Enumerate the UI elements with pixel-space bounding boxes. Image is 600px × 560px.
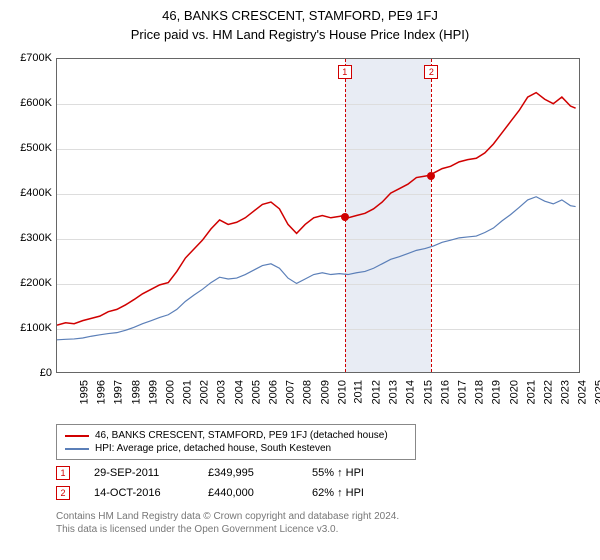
sale-pct: 62% ↑ HPI — [312, 487, 364, 499]
legend-row: 46, BANKS CRESCENT, STAMFORD, PE9 1FJ (d… — [65, 429, 407, 442]
x-tick-label: 2015 — [422, 380, 434, 404]
x-tick-label: 2010 — [336, 380, 348, 404]
series-hpi — [57, 197, 576, 340]
y-tick-label: £300K — [8, 232, 52, 244]
sale-date: 14-OCT-2016 — [94, 487, 184, 499]
x-tick-label: 2011 — [353, 380, 365, 404]
sale-price: £349,995 — [208, 467, 288, 479]
x-tick-label: 1997 — [113, 380, 125, 404]
x-tick-label: 1999 — [147, 380, 159, 404]
sale-marker-label: 2 — [424, 65, 438, 79]
sale-dot — [341, 213, 349, 221]
y-tick-label: £0 — [8, 367, 52, 379]
chart-title: 46, BANKS CRESCENT, STAMFORD, PE9 1FJ — [8, 8, 592, 23]
x-tick-label: 2009 — [319, 380, 331, 404]
legend-row: HPI: Average price, detached house, Sout… — [65, 442, 407, 455]
footer: Contains HM Land Registry data © Crown c… — [56, 510, 592, 536]
y-tick-label: £200K — [8, 277, 52, 289]
sale-pct: 55% ↑ HPI — [312, 467, 364, 479]
y-tick-label: £400K — [8, 187, 52, 199]
x-tick-label: 2012 — [371, 380, 383, 404]
x-tick-label: 2020 — [508, 380, 520, 404]
sale-marker-label: 1 — [338, 65, 352, 79]
x-tick-label: 2003 — [216, 380, 228, 404]
legend-swatch — [65, 435, 89, 437]
chart-area: 12 £0£100K£200K£300K£400K£500K£600K£700K… — [8, 50, 588, 420]
x-tick-label: 2024 — [577, 380, 589, 404]
series-property — [57, 93, 576, 326]
x-tick-label: 2022 — [542, 380, 554, 404]
x-tick-label: 2021 — [525, 380, 537, 404]
y-tick-label: £100K — [8, 322, 52, 334]
y-tick-label: £600K — [8, 97, 52, 109]
footer-line: This data is licensed under the Open Gov… — [56, 523, 592, 536]
legend-label: HPI: Average price, detached house, Sout… — [95, 443, 331, 454]
sales-list: 1 29-SEP-2011 £349,995 55% ↑ HPI 2 14-OCT-201… — [8, 466, 592, 500]
legend-label: 46, BANKS CRESCENT, STAMFORD, PE9 1FJ (d… — [95, 430, 388, 441]
x-tick-label: 1996 — [96, 380, 108, 404]
x-tick-label: 2019 — [491, 380, 503, 404]
x-tick-label: 2005 — [250, 380, 262, 404]
sale-dot — [427, 172, 435, 180]
x-tick-label: 2025 — [594, 380, 600, 404]
sale-number-box: 2 — [56, 486, 70, 500]
x-tick-label: 1995 — [78, 380, 90, 404]
x-tick-label: 2017 — [456, 380, 468, 404]
x-tick-label: 1998 — [130, 380, 142, 404]
x-tick-label: 2000 — [164, 380, 176, 404]
sale-row: 1 29-SEP-2011 £349,995 55% ↑ HPI — [56, 466, 592, 480]
x-tick-label: 2013 — [388, 380, 400, 404]
sale-row: 2 14-OCT-2016 £440,000 62% ↑ HPI — [56, 486, 592, 500]
sale-price: £440,000 — [208, 487, 288, 499]
line-series — [57, 59, 579, 372]
legend-swatch — [65, 448, 89, 450]
x-tick-label: 2006 — [267, 380, 279, 404]
x-tick-label: 2007 — [285, 380, 297, 404]
x-tick-label: 2016 — [439, 380, 451, 404]
y-tick-label: £500K — [8, 142, 52, 154]
sale-number-box: 1 — [56, 466, 70, 480]
x-tick-label: 2008 — [302, 380, 314, 404]
plot-region: 12 — [56, 58, 580, 373]
chart-container: 46, BANKS CRESCENT, STAMFORD, PE9 1FJ Pr… — [0, 0, 600, 544]
legend: 46, BANKS CRESCENT, STAMFORD, PE9 1FJ (d… — [56, 424, 416, 460]
footer-line: Contains HM Land Registry data © Crown c… — [56, 510, 592, 523]
x-tick-label: 2018 — [474, 380, 486, 404]
sale-date: 29-SEP-2011 — [94, 467, 184, 479]
x-tick-label: 2014 — [405, 380, 417, 404]
x-tick-label: 2004 — [233, 380, 245, 404]
x-tick-label: 2002 — [199, 380, 211, 404]
y-tick-label: £700K — [8, 52, 52, 64]
x-tick-label: 2023 — [560, 380, 572, 404]
chart-subtitle: Price paid vs. HM Land Registry's House … — [8, 27, 592, 42]
x-tick-label: 2001 — [182, 380, 194, 404]
